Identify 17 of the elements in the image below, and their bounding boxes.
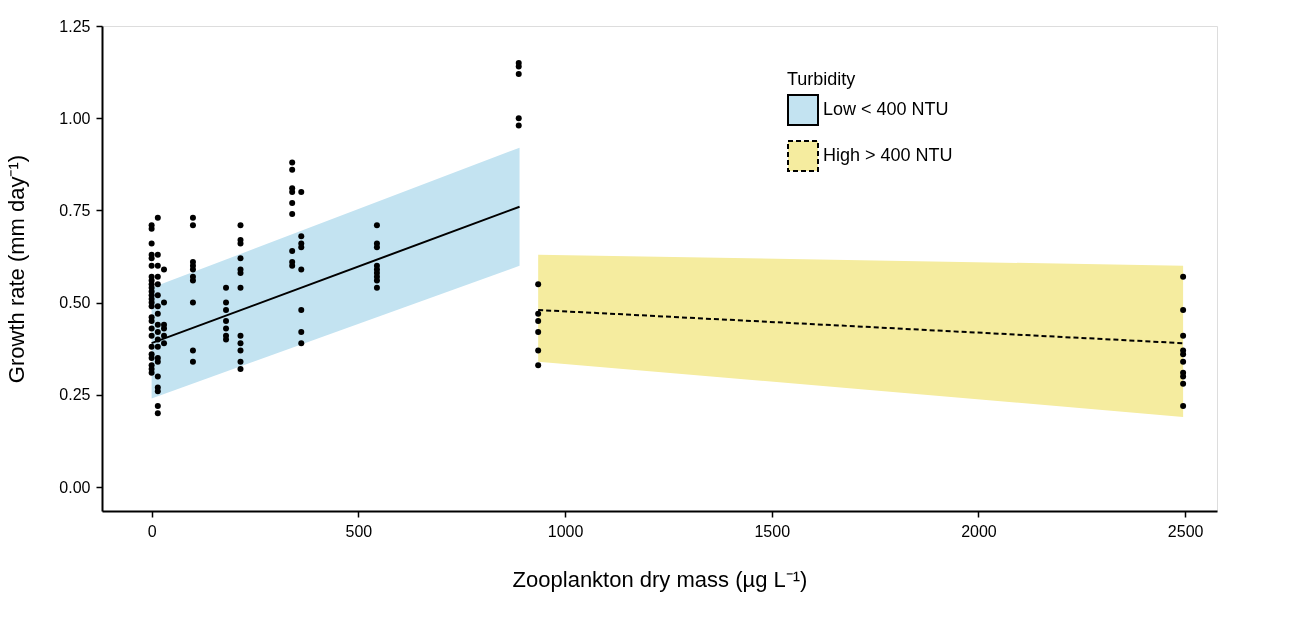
x-axis-title: Zooplankton dry mass (µg L⁻¹)	[512, 566, 808, 592]
x-tick-label: 1500	[754, 522, 791, 540]
x-tick-label: 1000	[547, 522, 584, 540]
legend-label: Low < 400 NTU	[823, 99, 949, 119]
y-tick-label: 1.00	[59, 109, 91, 127]
y-tick-label: 0.50	[59, 294, 91, 312]
legend-label: High > 400 NTU	[823, 145, 953, 165]
x-tick-label: 0	[147, 522, 157, 540]
x-tick-label: 500	[345, 522, 373, 540]
legend-title: Turbidity	[787, 69, 856, 89]
y-tick-label: 1.25	[59, 17, 91, 35]
y-tick-label: 0.00	[59, 478, 91, 496]
y-tick-label: 0.75	[59, 201, 91, 219]
y-tick-label: 0.25	[59, 386, 91, 404]
x-tick-label: 2000	[961, 522, 997, 540]
x-tick-label: 2500	[1167, 522, 1204, 540]
y-axis-title: Growth rate (mm day⁻¹)	[4, 154, 30, 384]
